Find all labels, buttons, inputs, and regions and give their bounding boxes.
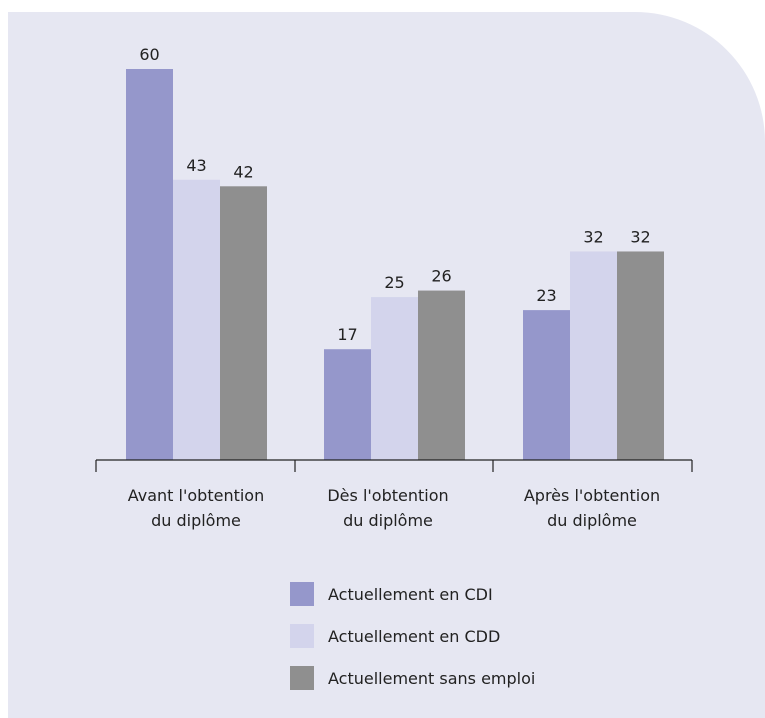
legend-swatch-sans-emploi — [290, 666, 314, 690]
bar-cdd-2 — [371, 297, 418, 460]
bar-sans-emploi-1 — [220, 186, 267, 461]
bar-cdi-3 — [523, 310, 570, 460]
bar-sans-emploi-2 — [418, 290, 465, 460]
bar-cdi-1 — [126, 69, 173, 460]
legend: Actuellement en CDI Actuellement en CDD … — [290, 582, 535, 708]
legend-label-sans-emploi: Actuellement sans emploi — [328, 668, 536, 688]
bar-cdd-1 — [173, 179, 220, 461]
category-labels-group: Avant l'obtention du diplôme Dès l'obtenti… — [128, 486, 660, 530]
value-label-cdd-2: 25 — [384, 273, 404, 292]
value-label-cdd-1: 43 — [186, 156, 206, 175]
legend-item-cdd: Actuellement en CDD — [290, 624, 535, 648]
value-label-sans-emploi-2: 26 — [431, 267, 451, 286]
value-label-sans-emploi-1: 42 — [233, 162, 253, 181]
x-axis-ticks — [95, 460, 693, 472]
value-label-cdi-1: 60 — [139, 45, 159, 64]
bar-cdi-2 — [324, 349, 371, 460]
legend-label-cdi: Actuellement en CDI — [328, 584, 493, 604]
bars-group — [126, 69, 664, 461]
value-label-cdi-3: 23 — [536, 286, 556, 305]
legend-label-cdd: Actuellement en CDD — [328, 626, 501, 646]
legend-item-sans-emploi: Actuellement sans emploi — [290, 666, 535, 690]
category-label-2: Dès l'obtention du diplôme — [327, 486, 448, 530]
legend-swatch-cdi — [290, 582, 314, 606]
legend-item-cdi: Actuellement en CDI — [290, 582, 535, 606]
bar-cdd-3 — [570, 251, 617, 460]
category-label-3: Après l'obtention du diplôme — [524, 486, 660, 530]
legend-swatch-cdd — [290, 624, 314, 648]
value-label-cdi-2: 17 — [337, 325, 357, 344]
bar-sans-emploi-3 — [617, 251, 664, 460]
value-labels-group: 60 43 42 17 25 26 23 32 32 — [139, 45, 650, 344]
value-label-cdd-3: 32 — [583, 227, 603, 246]
category-label-1: Avant l'obtention du diplôme — [128, 486, 264, 530]
value-label-sans-emploi-3: 32 — [630, 227, 650, 246]
